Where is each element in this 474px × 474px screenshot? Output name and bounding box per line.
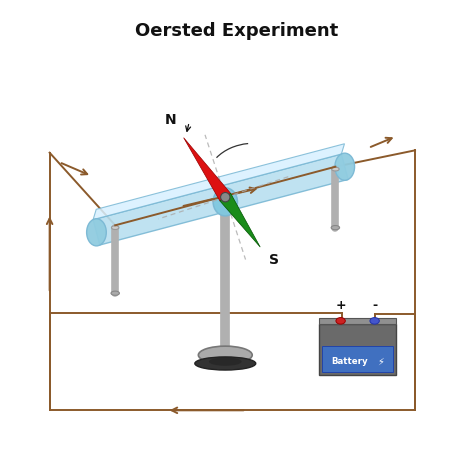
Polygon shape — [93, 154, 348, 245]
Polygon shape — [183, 138, 231, 201]
Polygon shape — [220, 193, 260, 247]
Ellipse shape — [195, 357, 256, 370]
Ellipse shape — [370, 318, 379, 324]
Text: ⚡: ⚡ — [377, 356, 384, 366]
Ellipse shape — [209, 357, 242, 366]
Text: S: S — [269, 253, 279, 267]
Ellipse shape — [336, 318, 345, 324]
Ellipse shape — [332, 167, 339, 171]
Ellipse shape — [331, 226, 339, 230]
FancyBboxPatch shape — [319, 318, 396, 324]
Circle shape — [220, 192, 230, 202]
Text: -: - — [372, 300, 377, 312]
Text: Oersted Experiment: Oersted Experiment — [136, 21, 338, 39]
FancyBboxPatch shape — [319, 324, 396, 375]
Ellipse shape — [87, 219, 106, 246]
Ellipse shape — [111, 226, 119, 229]
Ellipse shape — [213, 188, 237, 216]
Ellipse shape — [198, 346, 252, 364]
Text: Battery: Battery — [332, 357, 368, 366]
Ellipse shape — [335, 153, 355, 180]
Polygon shape — [93, 144, 345, 219]
Ellipse shape — [111, 291, 119, 295]
FancyBboxPatch shape — [322, 346, 393, 373]
Text: +: + — [335, 300, 346, 312]
Text: N: N — [165, 113, 177, 128]
